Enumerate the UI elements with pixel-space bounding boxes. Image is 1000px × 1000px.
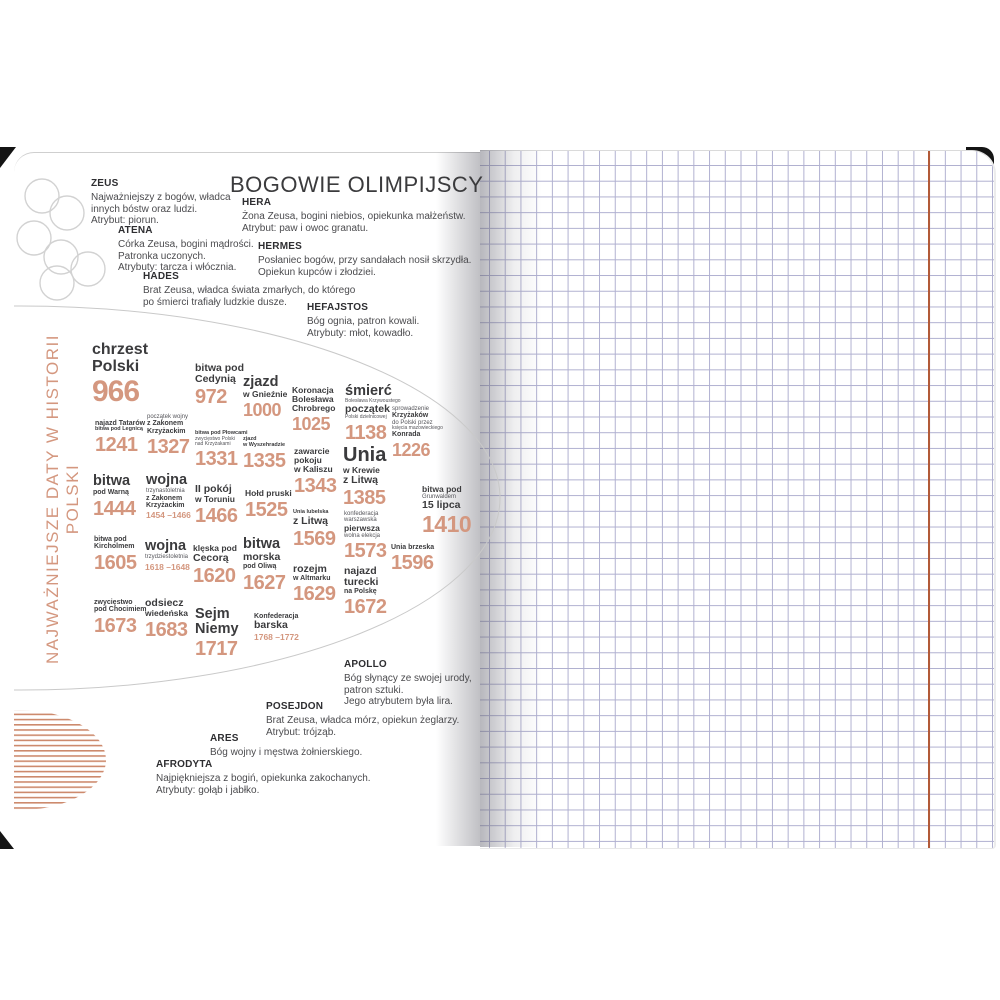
margin-line <box>928 151 930 848</box>
dates-oval-outline <box>14 305 501 691</box>
cover-corner-bottom-left <box>0 831 14 849</box>
right-page-grid-paper <box>480 150 996 849</box>
striped-semicircle-decoration <box>14 710 106 810</box>
circles-decoration <box>16 178 106 301</box>
left-page-decorations <box>14 178 501 810</box>
left-page <box>14 152 480 847</box>
